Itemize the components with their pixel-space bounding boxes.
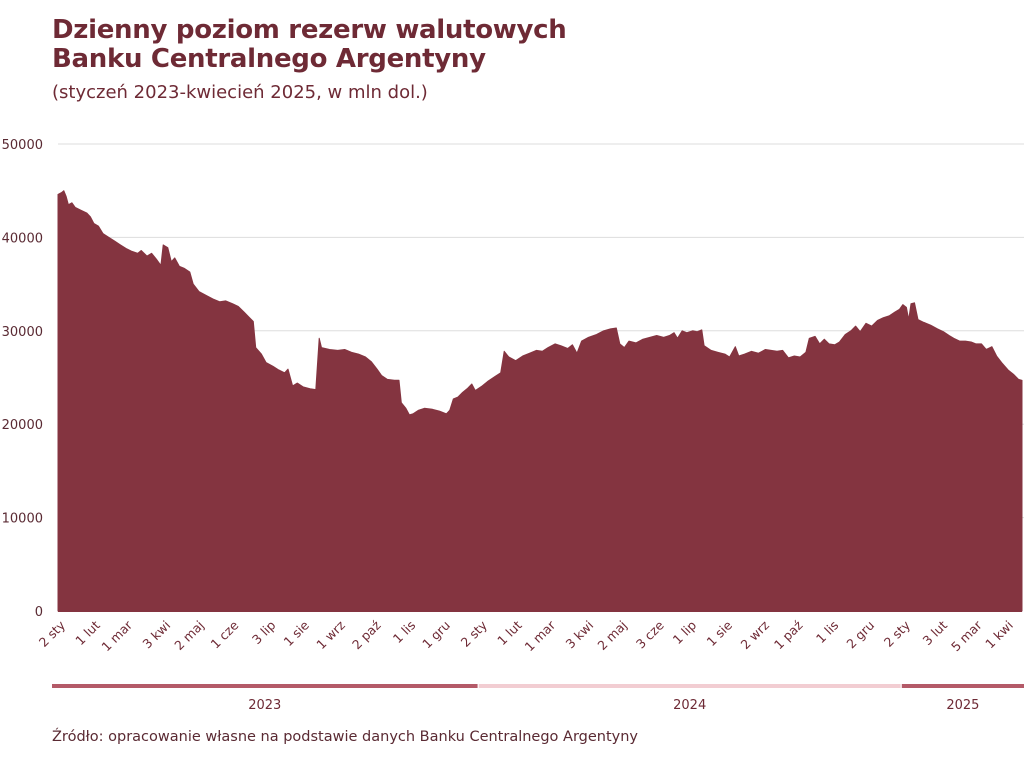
y-tick-label: 10000 (2, 512, 43, 527)
year-label: 2024 (673, 698, 706, 713)
x-tick-label: 5 mar (948, 617, 985, 654)
source-note: Źródło: opracowanie własne na podstawie … (52, 729, 639, 745)
y-tick-label: 30000 (2, 325, 43, 340)
x-tick-label: 1 wrz (313, 617, 348, 652)
y-axis-ticks: 0 10000 20000 30000 40000 50000 (2, 138, 43, 620)
x-tick-label: 3 cze (633, 617, 667, 651)
x-tick-label: 1 lis (813, 618, 842, 647)
year-label: 2023 (248, 698, 281, 713)
x-tick-label: 2 paź (349, 617, 384, 652)
chart-title: Dzienny poziom rezerw walutowych Banku C… (52, 16, 567, 74)
x-tick-label: 3 kwi (139, 618, 173, 652)
x-tick-label: 3 lut (919, 617, 950, 648)
year-bar (901, 684, 1024, 688)
chart-title-line2: Banku Centralnego Argentyny (52, 44, 486, 74)
x-tick-label: 1 kwi (982, 618, 1016, 652)
x-tick-label: 1 gru (419, 618, 453, 652)
y-tick-label: 20000 (2, 418, 43, 433)
x-tick-label: 2 gru (843, 618, 877, 652)
x-tick-label: 3 kwi (563, 618, 597, 652)
y-tick-label: 50000 (2, 138, 43, 153)
x-tick-label: 1 lut (494, 617, 525, 648)
year-bar (52, 684, 478, 688)
x-tick-label: 2 sty (36, 617, 69, 650)
x-tick-label: 1 lis (390, 618, 419, 647)
reserves-area (57, 190, 1023, 612)
x-tick-label: 1 lip (670, 617, 700, 647)
area-series (57, 190, 1023, 612)
x-tick-label: 1 paź (771, 617, 806, 652)
x-tick-label: 2 sty (458, 617, 491, 650)
x-tick-label: 1 sie (704, 617, 736, 649)
year-bar (478, 684, 901, 688)
x-tick-label: 2 maj (171, 618, 207, 654)
chart-subtitle: (styczeń 2023-kwiecień 2025, w mln dol.) (52, 82, 428, 103)
x-tick-label: 2 wrz (738, 617, 773, 652)
chart-title-line1: Dzienny poziom rezerw walutowych (52, 15, 567, 45)
x-tick-label: 2 maj (594, 618, 630, 654)
x-tick-label: 1 sie (280, 617, 312, 649)
x-tick-label: 1 cze (208, 617, 242, 651)
x-tick-label: 2 sty (881, 617, 914, 650)
year-groups: 2023 2024 2025 (52, 684, 1024, 713)
year-label: 2025 (946, 698, 979, 713)
y-tick-label: 40000 (2, 231, 43, 246)
y-tick-label: 0 (35, 605, 43, 620)
x-tick-label: 1 mar (98, 617, 135, 654)
x-tick-label: 3 lip (249, 617, 279, 647)
x-tick-label: 1 mar (522, 617, 559, 654)
